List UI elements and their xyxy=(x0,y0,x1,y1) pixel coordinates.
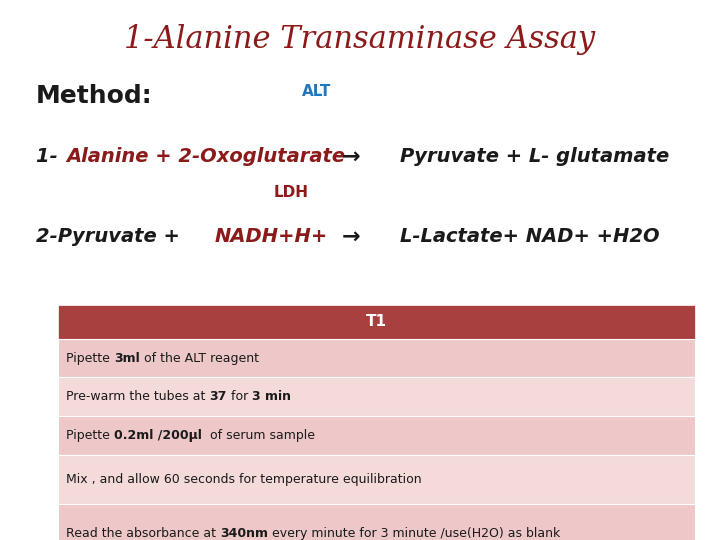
FancyBboxPatch shape xyxy=(58,377,695,416)
Text: 340nm: 340nm xyxy=(220,527,269,540)
Text: Pipette: Pipette xyxy=(66,352,114,365)
Text: ALT: ALT xyxy=(302,84,332,99)
FancyBboxPatch shape xyxy=(58,416,695,455)
Text: →: → xyxy=(342,147,361,167)
Text: every minute for 3 minute /use(H2O) as blank: every minute for 3 minute /use(H2O) as b… xyxy=(269,527,560,540)
Text: LDH: LDH xyxy=(274,185,309,200)
Text: Mix , and allow 60 seconds for temperature equilibration: Mix , and allow 60 seconds for temperatu… xyxy=(66,473,422,486)
Text: L-Lactate+ NAD+ +H2O: L-Lactate+ NAD+ +H2O xyxy=(400,227,660,246)
FancyBboxPatch shape xyxy=(58,305,695,339)
FancyBboxPatch shape xyxy=(58,504,695,540)
Text: of serum sample: of serum sample xyxy=(202,429,315,442)
Text: for: for xyxy=(227,390,252,403)
Text: T1: T1 xyxy=(366,314,387,329)
Text: 37: 37 xyxy=(210,390,227,403)
Text: 1-Alanine Transaminase Assay: 1-Alanine Transaminase Assay xyxy=(125,24,595,55)
Text: 2-Pyruvate +: 2-Pyruvate + xyxy=(36,227,186,246)
FancyBboxPatch shape xyxy=(58,455,695,504)
Text: 3ml: 3ml xyxy=(114,352,140,365)
Text: 3 min: 3 min xyxy=(252,390,291,403)
Text: Pre-warm the tubes at: Pre-warm the tubes at xyxy=(66,390,210,403)
Text: Alanine + 2-Oxoglutarate: Alanine + 2-Oxoglutarate xyxy=(66,147,346,166)
Text: 0.2ml /200μl: 0.2ml /200μl xyxy=(114,429,202,442)
FancyBboxPatch shape xyxy=(58,339,695,377)
Text: 1-: 1- xyxy=(36,147,65,166)
Text: Method:: Method: xyxy=(36,84,153,107)
Text: Pipette: Pipette xyxy=(66,429,114,442)
Text: Pyruvate + L- glutamate: Pyruvate + L- glutamate xyxy=(400,147,669,166)
Text: →: → xyxy=(342,227,361,247)
Text: NADH+H+: NADH+H+ xyxy=(215,227,328,246)
Text: of the ALT reagent: of the ALT reagent xyxy=(140,352,259,365)
Text: Read the absorbance at: Read the absorbance at xyxy=(66,527,220,540)
